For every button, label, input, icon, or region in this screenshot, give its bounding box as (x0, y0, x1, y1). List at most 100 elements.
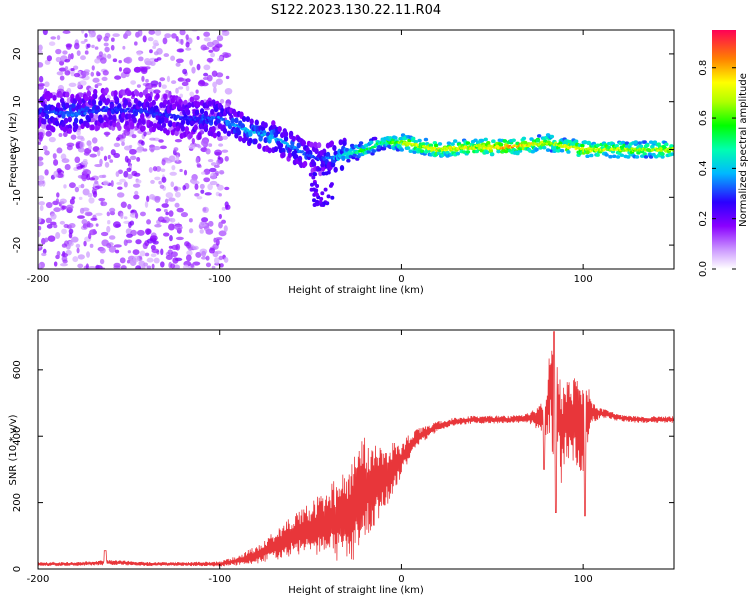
spectrogram-noise-cell (152, 240, 159, 245)
snr-xtick-label: -200 (27, 574, 50, 585)
colorbar-label: Normalized spectral amplitude (738, 73, 749, 227)
spectrogram-noise-cell (181, 81, 189, 87)
spectrogram-ridge-cell (93, 88, 98, 95)
spectrogram-noise-cell (62, 30, 71, 34)
spectrogram-noise-cell (154, 224, 162, 228)
spectrogram-ridge-cell (301, 140, 307, 147)
spectrogram-noise-cell (188, 218, 193, 223)
colorbar-ticks: 0.0 0.2 0.4 0.6 0.8 (698, 60, 736, 277)
spectrogram-noise-cell (38, 75, 44, 83)
spectrogram-noise-cell (223, 257, 229, 263)
spectrogram-noise-cell (80, 55, 86, 61)
spectrogram-noise-cell (218, 143, 224, 147)
spectrogram-noise-cell (160, 168, 166, 173)
spectrogram-ridge-cell (253, 138, 258, 145)
spectrogram-noise-cell (129, 220, 135, 226)
spectrogram-noise-cell (144, 57, 151, 65)
spectrogram-noise-cell (44, 169, 49, 176)
spectrogram-noise-cell (88, 32, 95, 38)
spectrogram-ridge-cell (236, 129, 242, 136)
spectrogram-noise-cell (115, 171, 120, 178)
snr-series-line (38, 331, 674, 567)
spectrogram-noise-cell (53, 159, 59, 166)
spectrogram-ridge-cell (239, 111, 244, 118)
spectrogram-ridge-cell (346, 158, 351, 163)
spectrogram-noise-cell (145, 78, 149, 83)
spectrogram-noise-cell (153, 51, 159, 56)
spectrogram-ridge-cell (595, 153, 600, 157)
spectrogram-noise-cell (56, 35, 61, 41)
spectrogram-tail-cell (317, 167, 322, 172)
spectrogram-ridge-cell (405, 146, 411, 150)
spectrogram-noise-cell (185, 78, 191, 83)
spectrogram-noise-cell (168, 210, 174, 217)
spectrogram-noise-cell (219, 98, 225, 104)
spectrogram-noise-cell (131, 134, 137, 139)
spectrogram-noise-cell (208, 143, 213, 147)
spectrogram-ridge-core (290, 144, 294, 148)
spectrogram-ridge-cell (84, 95, 89, 102)
spectrogram-ridge-core (126, 107, 130, 111)
spectrogram-noise-cell (218, 193, 222, 197)
spectrogram-noise-cell (154, 176, 161, 181)
spectrogram-ridge-cell (238, 135, 243, 142)
spectrogram-noise-cell (209, 167, 217, 173)
spectrogram-noise-cell (207, 158, 214, 163)
spectrogram-ridge-cell (369, 140, 374, 145)
spectrogram-ridge-cell (196, 101, 201, 108)
spectrogram-ridge-cell (488, 148, 494, 153)
spectrogram-noise-cell (192, 94, 200, 101)
spectrogram-noise-cell (120, 265, 127, 269)
spectrogram-noise-cell (201, 82, 209, 87)
spectrogram-noise-cell (65, 43, 73, 48)
spectrogram-ridge-cell (44, 113, 50, 120)
spectrogram-noise-cell (38, 85, 44, 90)
spectrogram-noise-cell (175, 62, 181, 67)
spectrogram-noise-cell (201, 250, 207, 257)
spectrogram-noise-cell (61, 205, 67, 210)
spectrogram-noise-cell (113, 244, 122, 248)
spectrogram-ridge-cell (536, 134, 542, 138)
spectrogram-noise-cell (77, 254, 85, 260)
spectrogram-noise-cell (176, 48, 184, 53)
spectrogram-noise-cell (38, 160, 44, 167)
spectrogram-ridge-cell (112, 114, 117, 121)
spectrogram-noise-cell (80, 40, 86, 45)
spectrogram-ridge-cell (302, 160, 308, 167)
snr-marks (38, 331, 674, 567)
spectrogram-noise-cell (117, 186, 123, 190)
spectrogram-tail-cell (329, 182, 334, 187)
spectrogram-ridge-cell (165, 129, 170, 136)
spectrogram-xtick-label: -200 (27, 274, 50, 285)
spectrogram-noise-cell (203, 37, 211, 42)
spectrogram-noise-cell (185, 34, 189, 40)
snr-axes: -200 -100 0 100 0 200 400 600 (12, 330, 674, 585)
spectrogram-noise-cell (163, 209, 168, 213)
spectrogram-ridge-cell (67, 116, 73, 123)
spectrogram-noise-cell (88, 266, 96, 269)
spectrogram-noise-cell (175, 236, 184, 241)
spectrogram-ridge-cell (163, 93, 168, 100)
spectrogram-noise-cell (48, 136, 56, 143)
spectrogram-noise-cell (99, 158, 103, 166)
spectrogram-ridge-cell (132, 117, 137, 124)
spectrogram-noise-cell (127, 203, 132, 210)
snr-ylabel: SNR (10 * v/v) (8, 414, 19, 485)
spectrogram-noise-cell (219, 56, 223, 61)
spectrogram-noise-cell (165, 89, 170, 94)
spectrogram-tail-cell (312, 203, 317, 208)
spectrogram-noise-cell (154, 30, 162, 36)
spectrogram-ridge-cell (498, 142, 504, 147)
spectrogram-noise-cell (139, 211, 146, 217)
spectrogram-ridge-cell (522, 140, 528, 145)
spectrogram-ridge-cell (412, 150, 417, 154)
spectrogram-noise-cell (213, 86, 217, 94)
spectrogram-noise-cell (95, 265, 103, 269)
spectrogram-ridge-cell (187, 102, 192, 109)
spectrogram-noise-cell (192, 261, 201, 266)
spectrogram-ridge-cell (491, 139, 496, 144)
spectrogram-noise-cell (45, 130, 52, 137)
spectrogram-noise-cell (94, 163, 103, 168)
spectrogram-noise-cell (171, 80, 177, 85)
spectrogram-ridge-cell (216, 117, 221, 124)
